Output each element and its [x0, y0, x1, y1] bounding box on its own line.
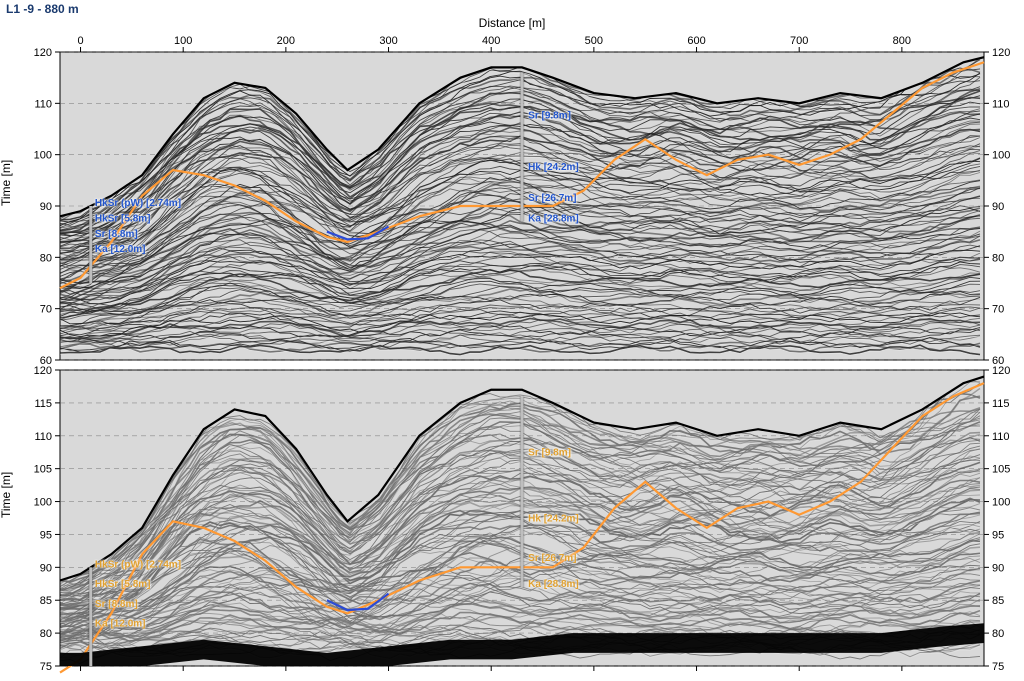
- svg-text:80: 80: [992, 628, 1004, 640]
- svg-text:90: 90: [40, 201, 52, 213]
- svg-text:90: 90: [40, 562, 52, 574]
- svg-text:120: 120: [992, 365, 1010, 377]
- borehole-label: Ka [28.8m]: [528, 579, 579, 590]
- svg-text:80: 80: [40, 252, 52, 264]
- svg-text:95: 95: [40, 529, 52, 541]
- svg-text:100: 100: [992, 150, 1010, 162]
- svg-text:300: 300: [379, 35, 397, 47]
- svg-text:200: 200: [277, 35, 295, 47]
- svg-text:600: 600: [687, 35, 705, 47]
- page: L1 -9 - 880 m Distance [m] Time [m] HkSr…: [0, 0, 1024, 681]
- svg-text:500: 500: [585, 35, 603, 47]
- svg-text:120: 120: [34, 365, 52, 377]
- radargram-plot-top: HkSr (pW) [2.74m] HkSr [5.8m] Sr [8.8m] Ka …: [60, 52, 984, 360]
- svg-text:115: 115: [34, 398, 52, 410]
- radargram-panel-top: Time [m] HkSr (pW) [2.74m] HkSr [5.8m] Sr …: [0, 52, 1024, 360]
- svg-text:700: 700: [790, 35, 808, 47]
- borehole-label: HkSr (pW) [2.74m]: [95, 559, 181, 570]
- borehole-label: Ka [12.0m]: [95, 244, 146, 255]
- svg-text:100: 100: [992, 497, 1010, 509]
- svg-text:400: 400: [482, 35, 500, 47]
- svg-text:85: 85: [40, 595, 52, 607]
- borehole-label: Ka [12.0m]: [95, 619, 146, 630]
- profile-title: L1 -9 - 880 m: [6, 2, 79, 16]
- svg-text:70: 70: [992, 304, 1004, 316]
- svg-text:85: 85: [992, 595, 1004, 607]
- borehole-label: Sr [26.7m]: [528, 553, 576, 564]
- y-axis-label-top: Time [m]: [0, 160, 13, 206]
- svg-text:90: 90: [992, 201, 1004, 213]
- borehole-label: Sr [26.7m]: [528, 193, 576, 204]
- svg-text:0: 0: [77, 35, 83, 47]
- svg-text:110: 110: [34, 98, 52, 110]
- borehole-label: HkSr [5.8m]: [95, 213, 151, 224]
- y-axis-label-bottom: Time [m]: [0, 472, 13, 518]
- svg-text:70: 70: [40, 304, 52, 316]
- borehole-label: Hk [24.2m]: [528, 162, 579, 173]
- borehole-label: HkSr (pW) [2.74m]: [95, 198, 181, 209]
- borehole-label: Sr [8.8m]: [95, 229, 138, 240]
- svg-text:100: 100: [174, 35, 192, 47]
- svg-text:115: 115: [992, 398, 1010, 410]
- svg-text:80: 80: [992, 252, 1004, 264]
- radargram-plot-bottom: HkSr (pW) [2.74m] HkSr [5.8m] Sr [8.8m] Ka …: [60, 370, 984, 666]
- x-axis-label: Distance [m]: [0, 16, 1024, 30]
- svg-text:100: 100: [34, 497, 52, 509]
- svg-text:80: 80: [40, 628, 52, 640]
- borehole-label: Sr [9.8m]: [528, 111, 571, 122]
- borehole-label: HkSr [5.8m]: [95, 579, 151, 590]
- svg-text:90: 90: [992, 562, 1004, 574]
- svg-text:110: 110: [992, 431, 1010, 443]
- svg-text:105: 105: [34, 464, 52, 476]
- svg-text:105: 105: [992, 464, 1010, 476]
- svg-text:95: 95: [992, 529, 1004, 541]
- svg-text:110: 110: [992, 98, 1010, 110]
- svg-text:100: 100: [34, 150, 52, 162]
- borehole-label: Hk [24.2m]: [528, 513, 579, 524]
- radargram-panel-bottom: Time [m] HkSr (pW) [2.74m] HkSr [5.8m] Sr …: [0, 370, 1024, 666]
- svg-text:800: 800: [893, 35, 911, 47]
- svg-text:120: 120: [992, 47, 1010, 59]
- svg-text:75: 75: [40, 661, 52, 673]
- svg-text:120: 120: [34, 47, 52, 59]
- borehole-label: Sr [8.8m]: [95, 599, 138, 610]
- svg-text:110: 110: [34, 431, 52, 443]
- borehole-label: Sr [9.8m]: [528, 448, 571, 459]
- svg-text:75: 75: [992, 661, 1004, 673]
- borehole-label: Ka [28.8m]: [528, 213, 579, 224]
